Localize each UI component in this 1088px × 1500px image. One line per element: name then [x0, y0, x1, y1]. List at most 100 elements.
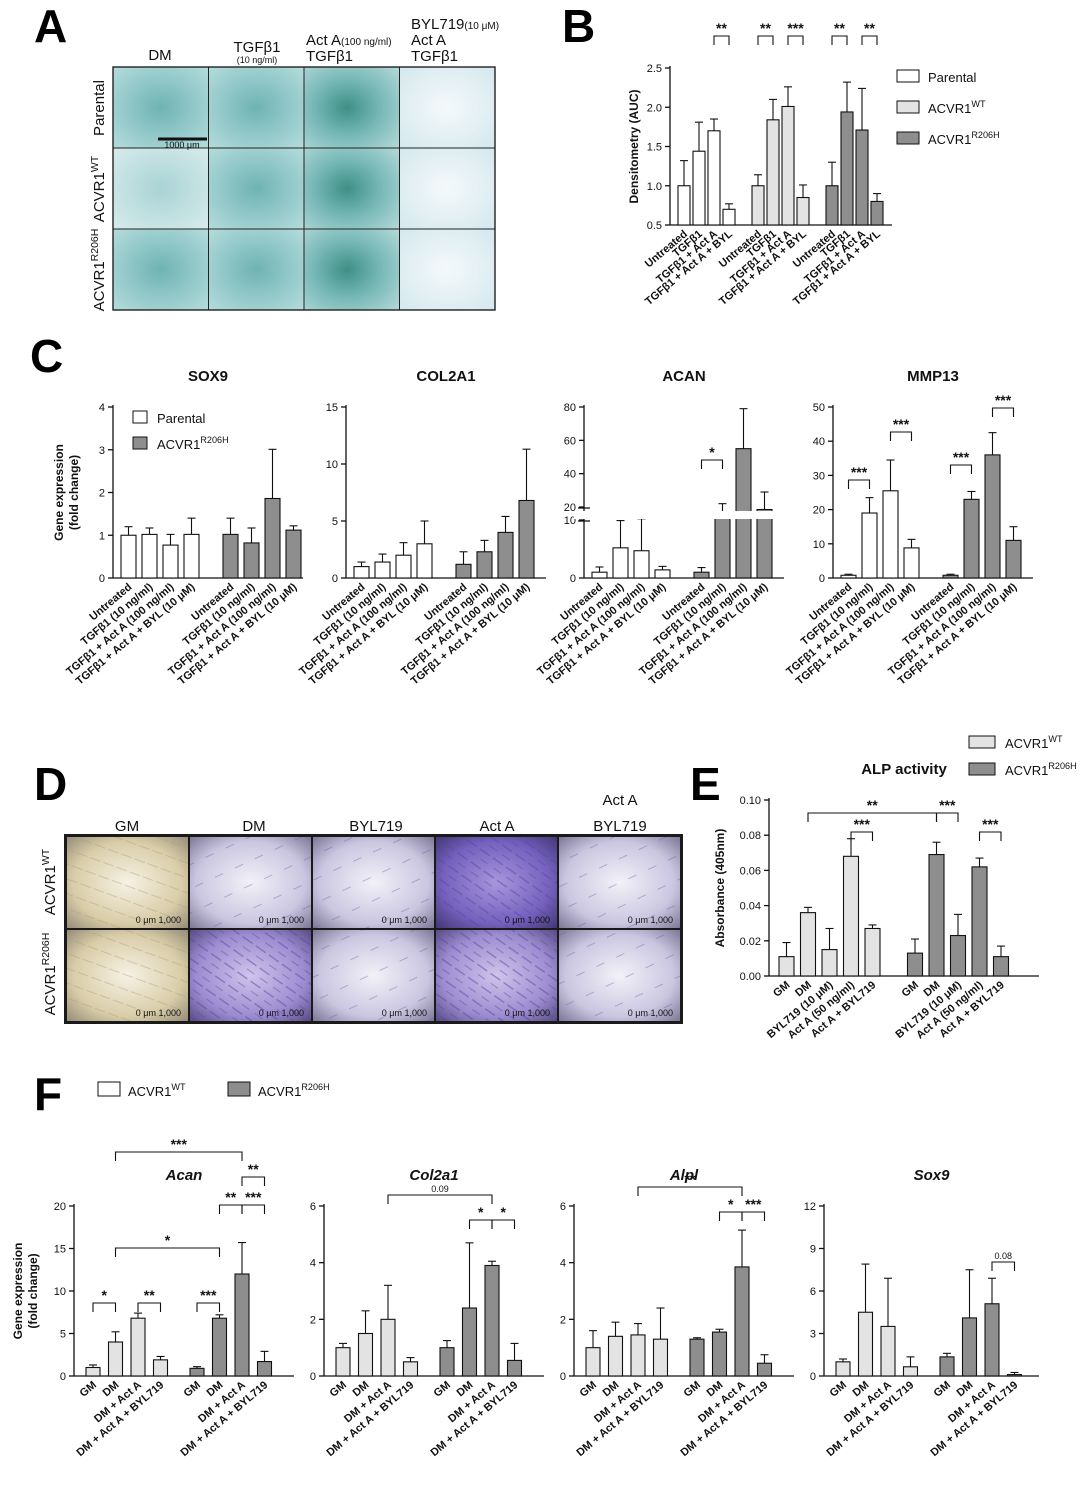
bar: [880, 1325, 896, 1377]
bar: [285, 529, 302, 579]
bar: [630, 1334, 646, 1377]
significance-label: **: [834, 20, 845, 36]
significance-bracket: [700, 459, 724, 469]
row-label-1: Parental: [91, 80, 108, 136]
legend-label: ACVR1WT: [928, 99, 986, 116]
y-tick-label: 3: [810, 1329, 816, 1341]
significance-bracket: [741, 1211, 766, 1221]
col-conc: (100 ng/ml): [341, 37, 392, 48]
y-tick-label: 0.00: [740, 971, 761, 983]
y-tick-label: 0: [810, 1371, 816, 1383]
column-header-line3: TGFβ1: [411, 48, 458, 65]
bar: [455, 563, 472, 579]
significance-bracket: [787, 35, 804, 45]
legend-label: ACVR1WT: [1005, 734, 1063, 751]
significance-label: ***: [953, 449, 970, 465]
y-tick-label: 80: [564, 402, 576, 414]
y-tick-label: 1.5: [647, 142, 662, 154]
legend-label-base: ACVR1: [157, 437, 200, 452]
bar: [222, 533, 239, 579]
significance-label: ***: [854, 816, 871, 832]
bar: [335, 1347, 351, 1377]
significance-label: *: [728, 1196, 734, 1212]
bar: [234, 1273, 250, 1377]
scale-text: 0 μm 1,000: [505, 1008, 550, 1018]
column-header-1: DM: [148, 47, 171, 64]
micrograph-d-r1c5: 0 μm 1,000: [559, 837, 680, 928]
micrograph-a-r3c2: [208, 228, 305, 311]
bar: [152, 1359, 169, 1377]
significance-bracket: [847, 479, 871, 489]
micrograph-d-r1c4: 0 μm 1,000: [436, 837, 557, 928]
bar: [756, 508, 773, 579]
significance-bracket: [713, 35, 730, 45]
bar: [243, 542, 260, 579]
category-label: GM: [432, 1379, 453, 1400]
bar: [949, 934, 967, 977]
significance-bracket: [114, 1247, 221, 1257]
bar: [1005, 539, 1022, 579]
significance-label: ***: [745, 1196, 762, 1212]
bar: [707, 130, 721, 226]
bar: [107, 1341, 124, 1377]
y-tick-label: 60: [564, 435, 576, 447]
significance-bracket: [387, 1194, 493, 1204]
significance-bracket: [757, 35, 774, 45]
significance-label: 0.09: [431, 1184, 449, 1194]
y-tick-label: 0: [560, 1371, 566, 1383]
significance-label: **: [248, 1161, 259, 1177]
bar: [796, 196, 810, 226]
y-tick-label: 2: [310, 1314, 316, 1326]
significance-bracket: [889, 431, 913, 441]
significance-bracket: [92, 1302, 117, 1312]
significance-bracket: [991, 1261, 1016, 1271]
y-tick-label: 0: [332, 573, 338, 585]
significance-label: ***: [851, 464, 868, 480]
y-tick-label: 20: [813, 505, 825, 517]
category-label: GM: [682, 1379, 703, 1400]
bar: [799, 912, 817, 977]
category-label: GM: [828, 1379, 849, 1400]
micrograph-d-r2c2: 0 μm 1,000: [190, 930, 311, 1021]
legend-swatch: [97, 1081, 121, 1097]
significance-label: **: [685, 1171, 696, 1187]
bar: [840, 574, 857, 579]
significance-label: **: [864, 20, 875, 36]
micrograph-a-r2c2: [208, 147, 305, 230]
significance-bracket: [978, 831, 1002, 841]
y-tick-label: 0.5: [647, 220, 662, 232]
col-main: Act A: [306, 32, 341, 49]
significance-label: 0.08: [994, 1251, 1012, 1261]
bar: [183, 533, 200, 579]
row-label-d-1: ACVR1WT: [40, 848, 59, 915]
bar: [439, 1347, 455, 1377]
micrograph-a-r3c4: [399, 228, 496, 311]
bar: [825, 185, 839, 226]
micrograph-d-r1c3: 0 μm 1,000: [313, 837, 434, 928]
bar: [861, 512, 878, 579]
row-label-2-sup: WT: [89, 155, 101, 172]
legend-label: Parental: [157, 411, 206, 426]
micrograph-a-r1c3: [303, 66, 400, 149]
legend-label-base: Parental: [928, 70, 977, 85]
row-label-d-2-sup: R206H: [40, 933, 52, 966]
bar: [693, 571, 710, 579]
micrograph-d-r2c5: 0 μm 1,000: [559, 930, 680, 1021]
legend-swatch: [227, 1081, 251, 1097]
micrograph-texture: [190, 930, 311, 1021]
bar: [992, 956, 1010, 977]
chart-title: Sox9: [914, 1167, 951, 1184]
row-label-3-base: ACVR1: [91, 261, 108, 311]
bar: [677, 185, 691, 226]
legend-f: ACVR1WT ACVR1R206H: [97, 1081, 330, 1099]
row-label-d-1-base: ACVR1: [42, 865, 59, 915]
legend-label: ACVR1R206H: [258, 1082, 330, 1099]
significance-bracket: [991, 407, 1015, 417]
